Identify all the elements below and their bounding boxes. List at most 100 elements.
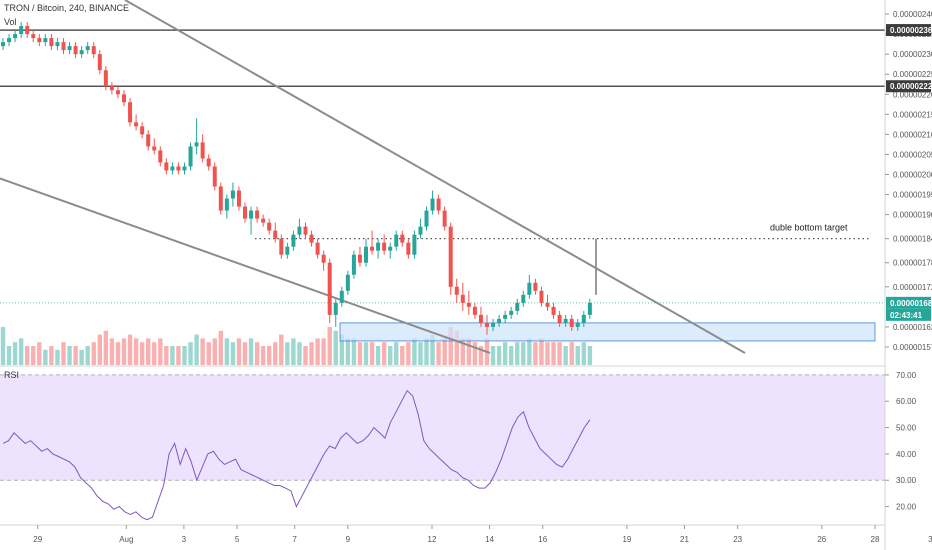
candle-body: [128, 102, 133, 123]
candle-body: [255, 210, 260, 219]
candle: [418, 218, 423, 239]
candle: [315, 238, 320, 259]
candle-body: [533, 282, 538, 291]
volume-bar: [357, 342, 363, 365]
volume-bar: [152, 342, 157, 365]
volume-bar: [533, 342, 538, 365]
volume-bar: [236, 338, 242, 365]
volume-bar: [569, 342, 574, 365]
candle-body: [503, 314, 508, 319]
candle: [115, 86, 120, 99]
rsi-tick-label: 60.00: [896, 397, 917, 406]
candle-body: [224, 198, 229, 211]
candle-body: [521, 294, 526, 303]
candle: [406, 238, 411, 259]
candle-body: [13, 34, 18, 39]
volume-bar: [502, 342, 508, 365]
candle: [158, 146, 163, 167]
volume-bar: [254, 342, 260, 365]
rsi-tick-label: 40.00: [896, 450, 917, 459]
candle-body: [515, 302, 520, 311]
candle: [13, 30, 18, 43]
volume-bar: [448, 327, 453, 365]
candle-body: [418, 226, 423, 235]
time-axis[interactable]: 29 Aug 3 5 7 9 12 14 16 19 21 23 26 28 30: [33, 525, 932, 544]
volume-bar: [321, 338, 326, 365]
candle: [472, 302, 477, 319]
rsi-label: RSI: [4, 370, 19, 380]
candle: [103, 66, 108, 91]
candle-body: [158, 150, 163, 163]
volume-bar: [242, 342, 248, 365]
candle: [37, 34, 42, 47]
volume-bar: [267, 346, 272, 365]
volume-bar: [279, 334, 284, 365]
candle-body: [200, 142, 205, 159]
volume-bar: [133, 338, 139, 365]
candle-body: [466, 302, 471, 307]
candle: [188, 142, 193, 171]
candle-body: [345, 274, 350, 291]
time-tick-label: 21: [680, 535, 689, 544]
volume-label: Vol: [4, 17, 17, 27]
volume-bar: [509, 346, 514, 365]
price-tick-label: 0.00000162: [893, 323, 932, 332]
candle-body: [61, 42, 66, 51]
candle-body: [497, 318, 502, 323]
candle-body: [97, 54, 102, 71]
price-tag-box: [886, 296, 931, 309]
volume-bar: [539, 338, 544, 365]
volume-bar: [351, 338, 357, 365]
rsi-pane[interactable]: RSI: [0, 370, 885, 521]
candle-body: [557, 314, 562, 323]
candle: [521, 290, 526, 307]
candle: [19, 22, 24, 39]
volume-bar: [515, 342, 520, 365]
candle: [491, 318, 496, 331]
candle-body: [67, 46, 72, 51]
price-tick-label: 0.00000215: [893, 110, 932, 119]
candle: [243, 202, 247, 223]
candle: [509, 306, 514, 319]
volume-bar: [557, 342, 562, 365]
candle: [503, 310, 508, 323]
candle-body: [321, 254, 326, 263]
candle-body: [454, 286, 459, 295]
volume-bar: [315, 338, 320, 365]
candlesticks: [1, 22, 592, 335]
rsi-axis[interactable]: 70.00 60.00 50.00 40.00 30.00 20.00: [885, 371, 917, 512]
candle-body: [327, 262, 332, 315]
volume-bar: [363, 342, 369, 365]
rsi-band: [0, 374, 885, 481]
candle: [539, 286, 544, 307]
candle-body: [261, 218, 266, 223]
lower-trendline: [0, 177, 491, 354]
volume-bar: [218, 330, 223, 365]
candle-body: [1, 42, 5, 47]
candle-body: [339, 290, 344, 303]
candle: [122, 90, 126, 107]
candle: [394, 230, 399, 251]
rsi-line: [2, 389, 591, 521]
volume-bar: [563, 346, 568, 365]
time-tick-label: Aug: [119, 535, 133, 544]
price-tags: 0.00000236 0.00000222 0.00000168 02:43:41: [886, 24, 932, 321]
candle: [557, 310, 562, 327]
volume-bar: [230, 342, 236, 365]
price-pane[interactable]: duble bottom target TRON / Bitcoin, 240,…: [0, 0, 885, 365]
volume-bar: [575, 346, 580, 365]
volume-bar: [103, 330, 109, 365]
time-tick-label: 12: [428, 535, 437, 544]
candle-body: [539, 290, 544, 303]
rsi-tick-label: 20.00: [896, 503, 917, 512]
price-tick-label: 0.00000195: [893, 191, 932, 200]
candle: [49, 34, 54, 51]
candle: [351, 250, 356, 279]
rsi-tick-label: 30.00: [896, 476, 917, 485]
price-tag-label: 0.00000168: [890, 299, 932, 308]
candle-body: [382, 242, 387, 251]
candle: [7, 34, 12, 47]
candle: [454, 278, 459, 303]
candle-body: [152, 146, 157, 151]
